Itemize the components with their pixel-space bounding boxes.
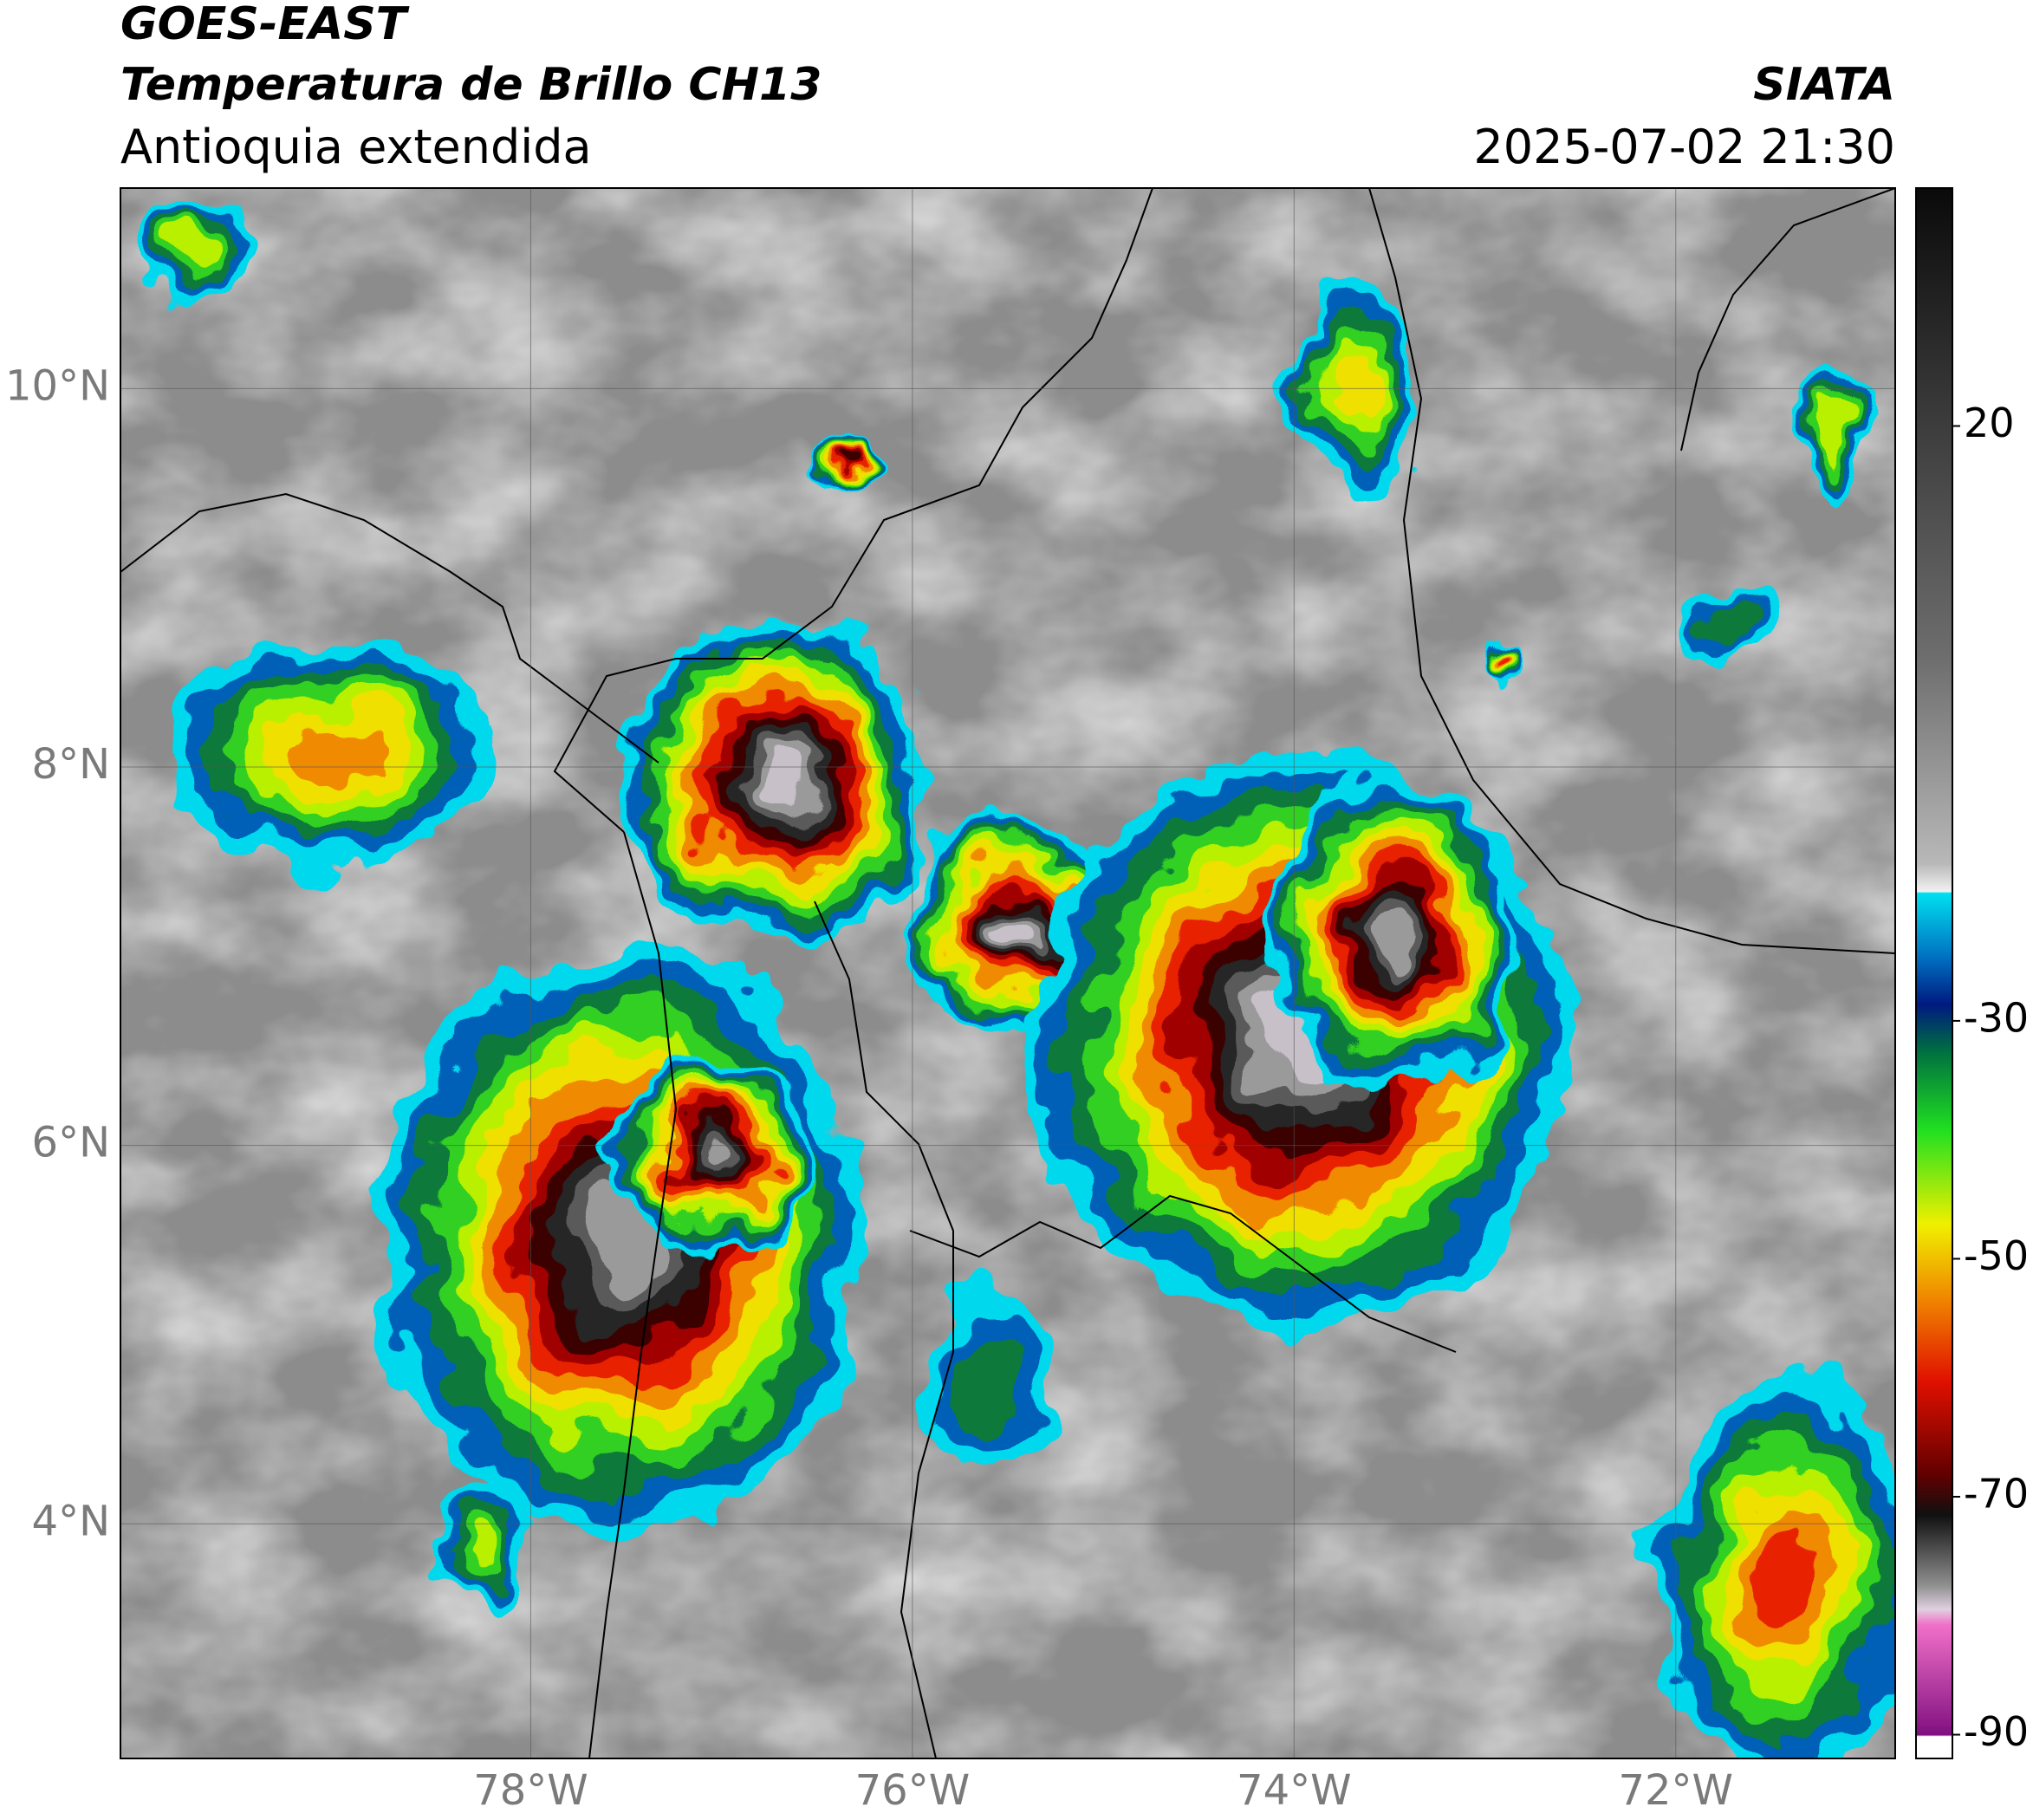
colorbar-tick-label: -50 — [1964, 1232, 2029, 1279]
cloud-layer — [285, 724, 373, 784]
subtitle: Temperatura de Brillo CH13 — [120, 59, 822, 111]
cloud-layer — [1815, 419, 1841, 465]
lat-tick-label: 8°N — [32, 740, 110, 789]
lat-tick-label: 10°N — [5, 361, 110, 410]
lon-tick-label: 78°W — [473, 1766, 588, 1815]
cloud-layer — [997, 912, 1030, 943]
cloud-layer — [169, 232, 212, 270]
lat-tick-label: 6°N — [32, 1119, 110, 1167]
borders — [120, 188, 1895, 1758]
cloud-layer — [756, 756, 801, 804]
cloud-layer — [953, 1336, 1023, 1437]
datetime: 2025-07-02 21:30 — [1473, 120, 1895, 174]
cloud-layer — [1499, 653, 1508, 664]
cloud-layer — [703, 1137, 736, 1168]
region: Antioquia extendida — [120, 120, 592, 174]
lon-tick-label: 74°W — [1237, 1766, 1352, 1815]
convective-cells — [130, 199, 1895, 1758]
cloud-layer — [1336, 355, 1376, 425]
cloud-layer — [1376, 912, 1414, 960]
colorbar — [1915, 187, 1953, 1759]
colorbar-tick-label: -70 — [1964, 1471, 2029, 1518]
map-frame — [120, 187, 1896, 1759]
cloud-layer — [844, 457, 854, 467]
colorbar-tick-label: 20 — [1964, 400, 2015, 446]
graticule — [120, 188, 1895, 1758]
source: SIATA — [1753, 59, 1895, 111]
cloud-layer — [1754, 1527, 1816, 1628]
title: GOES-EAST — [120, 0, 410, 50]
map-imagery — [120, 188, 1895, 1758]
lat-tick-label: 4°N — [32, 1497, 110, 1545]
colorbar-tick-label: -90 — [1964, 1708, 2029, 1755]
cloud-layer — [1701, 606, 1748, 642]
lon-tick-label: 72°W — [1618, 1766, 1733, 1815]
cloud-layer — [466, 1526, 504, 1576]
axes: 78°W 76°W 74°W 72°W 10°N 8°N 6°N 4°N 20 -30 -50 -70… — [5, 361, 2029, 1815]
lon-tick-label: 76°W — [855, 1766, 971, 1815]
colorbar-tick-label: -30 — [1964, 994, 2029, 1041]
